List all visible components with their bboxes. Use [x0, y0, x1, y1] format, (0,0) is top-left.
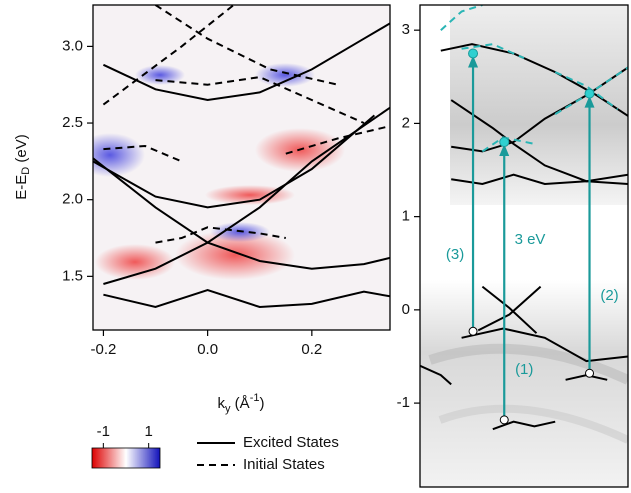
y-label-part: E-E	[13, 175, 30, 200]
initial-state-curve	[554, 71, 619, 111]
excited-state-curve	[93, 157, 390, 270]
y-tick-label: 2.0	[62, 191, 83, 208]
spectrum-background	[420, 5, 628, 487]
colorbar-tick-label: 1	[144, 423, 152, 440]
initial-state-curve	[440, 5, 483, 31]
excited-state-curve	[103, 106, 390, 285]
initial-state-curve	[102, 5, 235, 106]
y-axis-label: E-ED (eV)	[13, 134, 32, 199]
excited-state-curve	[477, 285, 542, 332]
excited-state-curve	[492, 420, 556, 431]
initial-state-curve	[155, 76, 365, 124]
legend-label: Excited States	[243, 434, 339, 451]
y-tick-label: 2	[402, 114, 410, 131]
excited-state-curve	[102, 22, 390, 102]
initial-state-curve	[155, 226, 286, 244]
colorbar-tick-label: -1	[97, 423, 110, 440]
y-tick-label: 3.0	[62, 37, 83, 54]
x-tick-label: -0.2	[90, 341, 116, 358]
y-label-sub: D	[20, 167, 32, 175]
arrow-head	[468, 55, 479, 68]
heatmap-background	[93, 5, 390, 330]
arrow-head	[499, 144, 510, 157]
excited-state-curve	[461, 327, 628, 363]
final-point	[499, 137, 510, 148]
x-label-part: k	[218, 395, 226, 412]
y-tick-label: 3	[402, 21, 410, 38]
plot-area	[420, 5, 628, 431]
arrow-label: (1)	[515, 361, 533, 378]
excited-state-curve	[450, 99, 628, 183]
x-tick-label: 0.2	[301, 341, 322, 358]
x-label-sup: -1	[250, 392, 260, 404]
y-tick-label: 1.5	[62, 267, 83, 284]
plot-frame	[419, 4, 629, 488]
plot-area	[93, 5, 390, 309]
initial-state-curve	[154, 5, 339, 86]
y-tick-label: 0	[402, 301, 410, 318]
y-tick-label: 1	[402, 208, 410, 225]
x-label-sub: y	[225, 403, 231, 415]
excited-state-curve	[93, 114, 376, 209]
legend-label: Initial States	[243, 456, 325, 473]
arrow-head	[584, 95, 595, 108]
initial-state-curve	[461, 43, 525, 60]
excited-state-curve	[451, 173, 628, 186]
excited-state-curve	[103, 289, 390, 309]
x-label-part: )	[259, 395, 264, 412]
initial-point	[468, 326, 478, 336]
x-label-part: (Å	[231, 395, 250, 412]
y-tick-label: -1	[397, 394, 410, 411]
initial-point	[585, 368, 595, 378]
arrow-label: (2)	[600, 287, 618, 304]
plot-layer: 1.5 2.0 2.5 3.0 -0.2 0.0 0.2 -1 1 Excited States I…	[62, 4, 629, 488]
y-tick-label: 2.5	[62, 114, 83, 131]
excited-state-curve	[481, 285, 538, 334]
colorbar	[91, 447, 161, 469]
y-label-part: (eV)	[13, 134, 30, 167]
final-point	[468, 48, 479, 59]
energy-annotation: 3 eV	[515, 231, 546, 248]
initial-state-curve	[103, 144, 182, 163]
initial-state-curve	[285, 125, 390, 155]
plot-frame	[92, 4, 391, 331]
arrow-label: (3)	[446, 246, 464, 263]
initial-point	[499, 415, 509, 425]
final-point	[584, 88, 595, 99]
x-axis-label: ky (Å-1)	[218, 392, 265, 415]
x-tick-label: 0.0	[197, 341, 218, 358]
excited-state-curve	[420, 364, 452, 386]
